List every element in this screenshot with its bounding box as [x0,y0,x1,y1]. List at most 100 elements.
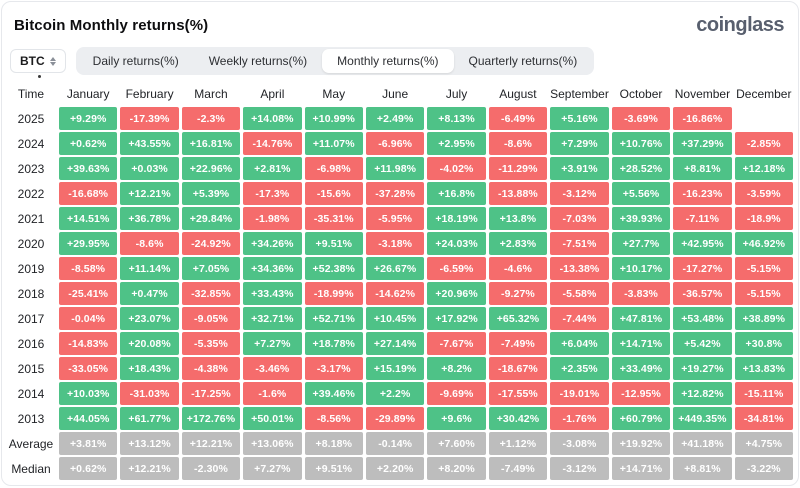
return-cell: +39.46% [304,382,363,405]
return-cell: +53.48% [673,307,732,330]
return-cell: +26.67% [365,257,425,280]
returns-tabs: Daily returns(%) Weekly returns(%) Monthly… [75,47,595,75]
return-cell: -5.35% [181,332,241,355]
row-label-2016: 2016 [17,336,45,351]
return-cell: -5.95% [365,207,425,230]
return-cell: +8.81% [673,457,732,480]
return-cell: +10.45% [365,307,425,330]
column-header-july: July [445,87,468,101]
return-cell: +13.12% [120,432,179,455]
row-label-2015: 2015 [17,361,45,376]
return-cell: +60.79% [611,407,671,430]
return-cell: +7.60% [427,432,486,455]
return-cell: +8.2% [427,357,486,380]
return-cell: +5.42% [673,332,732,355]
return-cell: +9.29% [59,107,118,130]
return-cell: -17.25% [181,382,241,405]
return-cell: -17.55% [488,382,548,405]
return-cell: -12.95% [611,382,671,405]
return-cell: -16.23% [673,182,732,205]
return-cell: +13.06% [243,432,302,455]
page-title: Bitcoin Monthly returns(%) [14,17,209,34]
return-cell: +16.8% [427,182,486,205]
return-cell: +9.51% [304,457,363,480]
time-column-header: Time [17,87,45,101]
return-cell: +27.7% [611,232,671,255]
return-cell: -14.83% [59,332,118,355]
return-cell: +2.20% [365,457,425,480]
return-cell: +12.82% [673,382,732,405]
return-cell: -3.69% [611,107,671,130]
return-cell: +20.96% [427,282,486,305]
return-cell: +34.36% [243,257,302,280]
return-cell: +12.21% [181,432,241,455]
return-cell: +8.13% [427,107,486,130]
row-label-median: Median [11,461,51,476]
return-cell: +7.29% [550,132,609,155]
return-cell: +8.18% [304,432,363,455]
return-cell: +24.03% [427,232,486,255]
return-cell: -4.6% [488,257,548,280]
return-cell: -3.22% [734,457,793,480]
return-cell: -4.02% [427,157,486,180]
row-label-2023: 2023 [17,161,45,176]
return-cell: +16.81% [181,132,241,155]
tab-monthly-returns[interactable]: Monthly returns(%) [322,49,454,73]
row-label-2024: 2024 [17,136,45,151]
row-label-2021: 2021 [17,211,45,226]
tab-quarterly-returns[interactable]: Quarterly returns(%) [468,54,578,68]
column-header-march: March [194,87,228,101]
return-cell: +0.62% [59,132,118,155]
return-cell: -1.98% [243,207,302,230]
return-cell: +38.89% [734,307,793,330]
return-cell: +7.27% [243,457,302,480]
return-cell: -7.67% [427,332,486,355]
column-header-september: September [550,87,609,101]
return-cell: +18.19% [427,207,486,230]
return-cell: +36.78% [120,207,179,230]
return-cell: -18.9% [734,207,793,230]
return-cell: +11.98% [365,157,425,180]
return-cell: -34.81% [734,407,793,430]
return-cell: -0.14% [365,432,425,455]
return-cell: -25.41% [59,282,118,305]
return-cell: -32.85% [181,282,241,305]
topbar: Bitcoin Monthly returns(%) coinglass [2,2,798,37]
return-cell: +10.76% [611,132,671,155]
return-cell: +14.08% [243,107,302,130]
return-cell: -7.44% [550,307,609,330]
row-label-2022: 2022 [17,186,45,201]
return-cell: +12.21% [120,182,179,205]
return-cell: +2.2% [365,382,425,405]
return-cell: +52.38% [304,257,363,280]
indicator-dot [38,75,41,78]
return-cell: +0.47% [120,282,179,305]
return-cell: -18.67% [488,357,548,380]
return-cell: -13.88% [488,182,548,205]
return-cell: -5.58% [550,282,609,305]
return-cell: -16.86% [673,107,732,130]
tab-weekly-returns[interactable]: Weekly returns(%) [208,54,308,68]
return-cell: +9.6% [427,407,486,430]
return-cell: -17.3% [243,182,302,205]
return-cell: +39.93% [611,207,671,230]
symbol-select[interactable]: BTC [10,49,66,73]
return-cell: -37.28% [365,182,425,205]
tab-daily-returns[interactable]: Daily returns(%) [92,54,179,68]
return-cell: +18.78% [304,332,363,355]
return-cell: +0.03% [120,157,179,180]
return-cell: -14.76% [243,132,302,155]
column-header-january: January [66,87,110,101]
return-cell: -9.69% [427,382,486,405]
return-cell: +34.26% [243,232,302,255]
return-cell: +2.49% [365,107,425,130]
return-cell: +50.01% [243,407,302,430]
return-cell: -8.6% [488,132,548,155]
column-header-april: April [260,87,285,101]
return-cell: +7.05% [181,257,241,280]
return-cell: -3.12% [550,457,609,480]
column-header-may: May [322,87,346,101]
return-cell: +8.81% [673,157,732,180]
return-cell: +46.92% [734,232,793,255]
column-header-june: June [382,87,409,101]
